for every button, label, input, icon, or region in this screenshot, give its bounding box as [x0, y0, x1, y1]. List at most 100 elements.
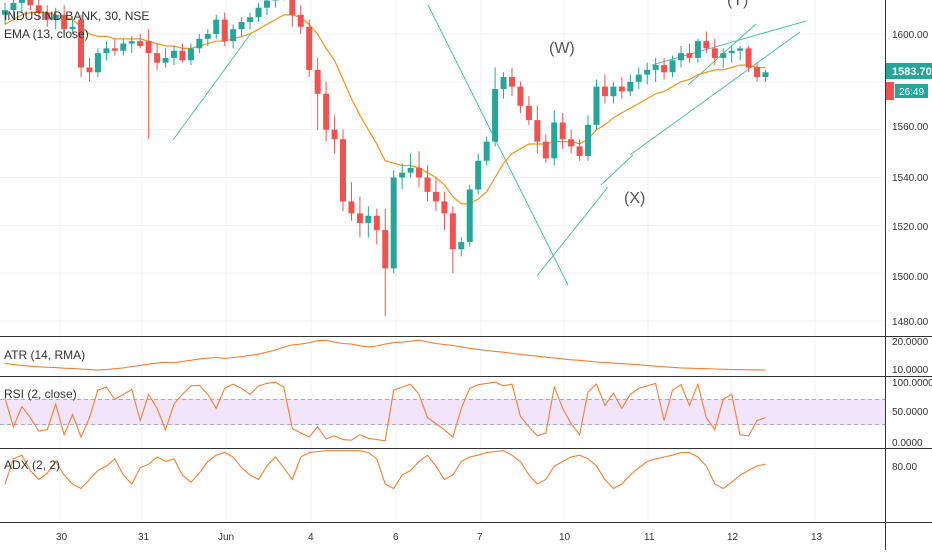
candle-36[interactable]	[306, 19, 313, 78]
candle-65[interactable]	[551, 110, 558, 166]
candle-68[interactable]	[576, 139, 583, 161]
candle-58[interactable]	[492, 67, 499, 147]
candle-55[interactable]	[466, 184, 473, 247]
candle-47[interactable]	[399, 163, 406, 190]
candle-86[interactable]	[728, 45, 735, 63]
candle-77[interactable]	[652, 57, 659, 82]
candle-22[interactable]	[187, 43, 194, 66]
candle-10[interactable]	[86, 57, 93, 82]
price-axis[interactable]: 1600.00 1560.00 1540.00 1520.00 1500.00 …	[892, 30, 929, 328]
candle-27[interactable]	[230, 24, 237, 49]
candle-43[interactable]	[365, 206, 372, 238]
candle-44[interactable]	[373, 208, 380, 245]
candle-57[interactable]	[483, 136, 490, 166]
candle-61[interactable]	[517, 81, 524, 113]
candle-7[interactable]	[61, 5, 68, 34]
candle-78[interactable]	[661, 57, 668, 80]
candle-6[interactable]	[52, 7, 59, 30]
candle-28[interactable]	[238, 17, 245, 37]
candle-35[interactable]	[297, 5, 304, 34]
candle-60[interactable]	[509, 67, 515, 97]
candle-82[interactable]	[694, 38, 701, 63]
candle-24[interactable]	[204, 29, 211, 46]
time-axis[interactable]: 30 31 Jun 4 6 7 10 11 12 13	[56, 532, 823, 543]
candle-53[interactable]	[449, 206, 456, 274]
candle-39[interactable]	[331, 115, 338, 154]
candle-48[interactable]	[407, 153, 414, 178]
candle-45[interactable]	[382, 208, 389, 317]
candle-84[interactable]	[711, 38, 718, 66]
candle-18[interactable]	[154, 43, 161, 70]
candle-64[interactable]	[542, 134, 549, 164]
candle-20[interactable]	[171, 45, 177, 66]
candle-52[interactable]	[441, 191, 448, 231]
candle-85[interactable]	[720, 48, 727, 68]
candle-0[interactable]	[2, 2, 8, 25]
candles[interactable]	[2, 0, 769, 317]
candle-9[interactable]	[78, 14, 85, 78]
candle-1[interactable]	[10, 0, 17, 18]
candle-90[interactable]	[762, 69, 769, 82]
candle-62[interactable]	[525, 96, 532, 125]
candle-30[interactable]	[255, 2, 262, 23]
candle-38[interactable]	[323, 81, 330, 142]
candle-25[interactable]	[213, 14, 220, 39]
candle-72[interactable]	[610, 81, 617, 104]
candle-66[interactable]	[559, 112, 566, 149]
candle-73[interactable]	[618, 77, 625, 99]
candle-56[interactable]	[475, 153, 482, 195]
candle-11[interactable]	[94, 48, 101, 78]
candle-32[interactable]	[272, 0, 279, 8]
candle-88[interactable]	[745, 45, 752, 73]
candle-69[interactable]	[585, 115, 592, 161]
candle-body	[390, 177, 397, 269]
candle-17[interactable]	[145, 29, 152, 140]
candle-42[interactable]	[356, 196, 363, 238]
candle-12[interactable]	[103, 41, 110, 61]
candle-79[interactable]	[669, 55, 676, 78]
candle-46[interactable]	[390, 170, 397, 274]
candle-34[interactable]	[289, 0, 296, 27]
candle-body	[27, 0, 34, 6]
candle-4[interactable]	[35, 0, 42, 20]
candle-63[interactable]	[534, 105, 541, 154]
candle-83[interactable]	[703, 31, 710, 54]
candle-41[interactable]	[348, 182, 355, 221]
candle-54[interactable]	[458, 237, 465, 257]
candle-13[interactable]	[111, 38, 118, 56]
candle-87[interactable]	[737, 45, 744, 61]
candle-3[interactable]	[27, 0, 34, 11]
candle-19[interactable]	[162, 48, 169, 68]
candle-76[interactable]	[644, 62, 651, 85]
candle-80[interactable]	[678, 45, 684, 68]
candle-51[interactable]	[432, 177, 439, 211]
candle-29[interactable]	[247, 12, 254, 30]
candle-16[interactable]	[137, 34, 144, 49]
candle-71[interactable]	[601, 74, 608, 104]
candle-67[interactable]	[568, 129, 575, 154]
candle-14[interactable]	[120, 38, 127, 56]
candle-5[interactable]	[44, 5, 51, 27]
candle-59[interactable]	[500, 72, 507, 99]
candle-26[interactable]	[221, 12, 228, 46]
candle-49[interactable]	[416, 151, 423, 188]
candle-body	[703, 41, 710, 49]
candle-21[interactable]	[179, 43, 186, 63]
candle-2[interactable]	[18, 0, 25, 13]
candle-40[interactable]	[340, 129, 346, 211]
candle-37[interactable]	[314, 57, 321, 130]
candle-23[interactable]	[196, 34, 203, 54]
candle-body	[331, 129, 338, 140]
candle-70[interactable]	[593, 79, 600, 130]
candle-89[interactable]	[754, 62, 761, 82]
candle-75[interactable]	[635, 67, 642, 90]
candle-8[interactable]	[69, 19, 76, 34]
candle-15[interactable]	[128, 36, 135, 54]
candle-74[interactable]	[627, 74, 634, 97]
candle-50[interactable]	[424, 165, 431, 202]
candle-31[interactable]	[263, 0, 270, 15]
candle-body	[263, 0, 270, 8]
candle-81[interactable]	[686, 43, 693, 63]
